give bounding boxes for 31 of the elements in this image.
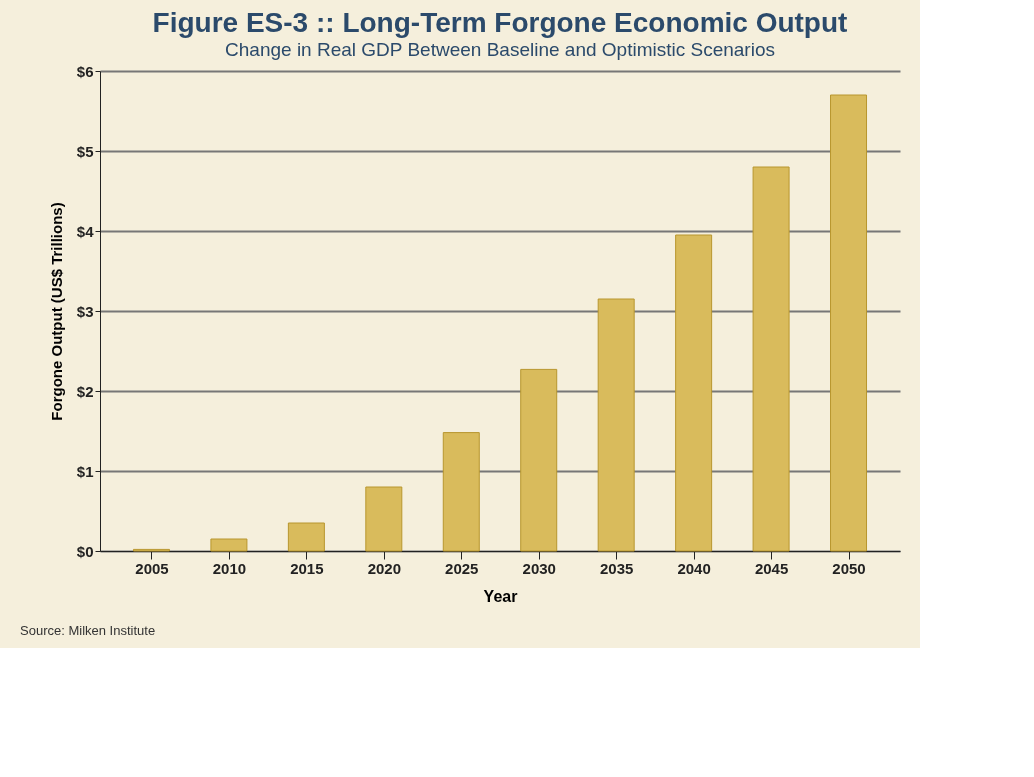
y-axis-title: Forgone Output (US$ Trillions) xyxy=(47,202,65,421)
chart-subtitle: Change in Real GDP Between Baseline and Optimistic Scenarios xyxy=(225,39,775,60)
x-tick-label: 2035 xyxy=(599,559,634,577)
bar xyxy=(365,486,403,552)
bar xyxy=(442,432,480,552)
y-tick-label: $1 xyxy=(76,462,94,480)
x-tick-label: 2005 xyxy=(135,559,169,577)
x-tick-label: 2050 xyxy=(832,559,866,577)
x-tick-label: 2010 xyxy=(212,559,247,577)
bar xyxy=(287,522,325,552)
y-tick-label: $0 xyxy=(76,542,94,560)
source-note: Source: Milken Institute xyxy=(20,623,156,638)
x-axis-title: Year xyxy=(483,587,518,605)
y-tick-label: $6 xyxy=(76,62,94,80)
bar xyxy=(675,234,713,552)
bar xyxy=(520,368,558,552)
y-tick-label: $5 xyxy=(76,142,94,160)
y-tick-label: $3 xyxy=(76,302,94,320)
chart-title: Figure ES-3 :: Long-Term Forgone Economic Output xyxy=(152,7,848,38)
bar xyxy=(210,538,248,552)
bar xyxy=(752,166,790,552)
x-tick-label: 2030 xyxy=(522,559,556,577)
bar xyxy=(830,94,868,552)
bar xyxy=(597,298,635,552)
x-tick-label: 2025 xyxy=(445,559,479,577)
y-tick-label: $4 xyxy=(76,222,95,240)
x-tick-label: 2020 xyxy=(367,559,402,577)
x-tick-label: 2015 xyxy=(290,559,324,577)
x-tick-label: 2040 xyxy=(677,559,711,577)
x-tick-label: 2045 xyxy=(754,559,789,577)
y-tick-label: $2 xyxy=(76,382,94,400)
